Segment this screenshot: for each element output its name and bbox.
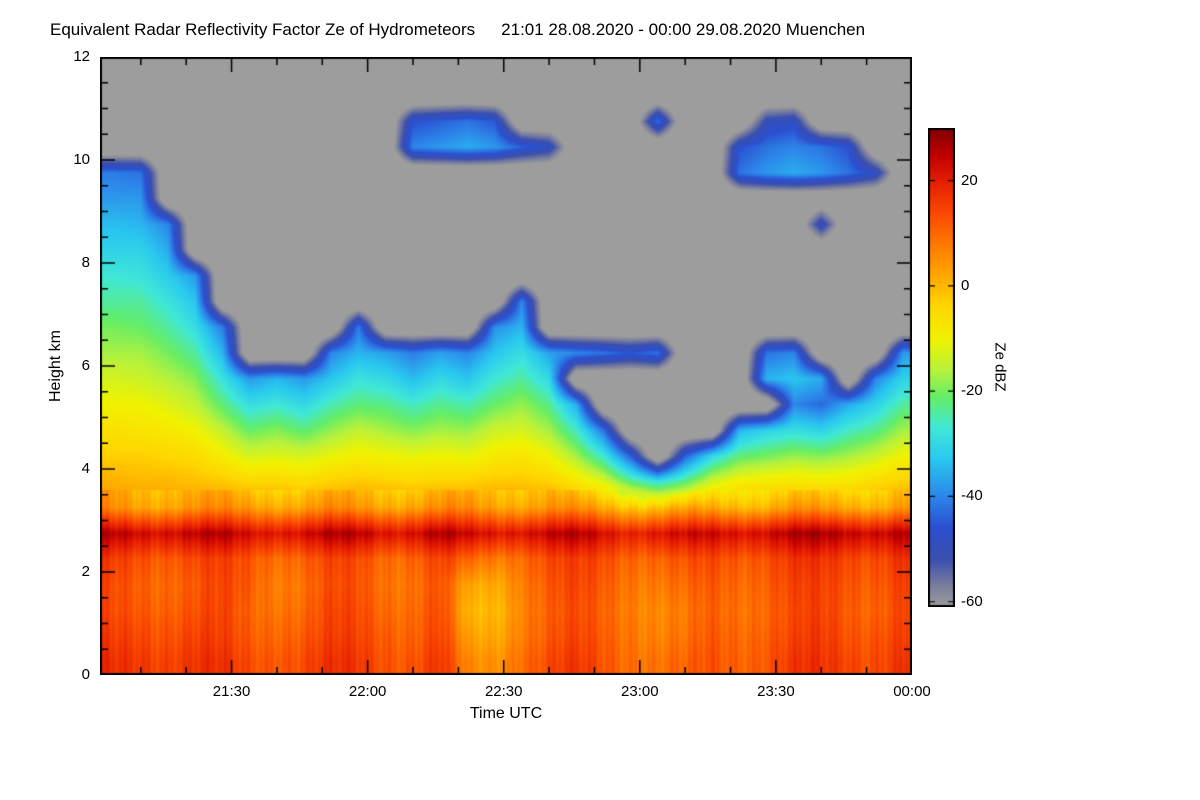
y-tick-label: 10 bbox=[73, 151, 90, 168]
y-tick-label: 2 bbox=[81, 563, 90, 580]
heatmap-canvas bbox=[100, 57, 912, 675]
chart-title: Equivalent Radar Reflectivity Factor Ze … bbox=[50, 20, 476, 39]
colorbar-tick-label: -20 bbox=[961, 382, 983, 400]
chart-subtitle: 21:01 28.08.2020 - 00:00 29.08.2020 Muen… bbox=[501, 20, 866, 39]
x-tick-label: 23:30 bbox=[757, 683, 795, 700]
y-tick-label: 8 bbox=[81, 254, 90, 271]
x-tick-label: 22:00 bbox=[348, 683, 387, 700]
chart-title-row: Equivalent Radar Reflectivity Factor Ze … bbox=[50, 20, 865, 40]
x-tick-label: 22:30 bbox=[484, 683, 523, 700]
x-tick-label: 21:30 bbox=[212, 683, 251, 700]
y-tick-label: 6 bbox=[81, 357, 90, 374]
y-tick-label: 12 bbox=[73, 48, 90, 65]
x-tick-label: 23:00 bbox=[621, 683, 659, 700]
colorbar-tick-label: 20 bbox=[961, 171, 978, 189]
y-tick-label: 0 bbox=[81, 666, 90, 683]
colorbar-canvas bbox=[928, 128, 955, 607]
colorbar-tick-label: 0 bbox=[961, 276, 970, 294]
colorbar-tick-label: -40 bbox=[961, 487, 983, 505]
y-tick-label: 4 bbox=[81, 460, 90, 477]
x-tick-label: 00:00 bbox=[893, 683, 931, 700]
x-axis-label: Time UTC bbox=[469, 705, 543, 722]
colorbar-tick-label: -60 bbox=[961, 592, 983, 610]
